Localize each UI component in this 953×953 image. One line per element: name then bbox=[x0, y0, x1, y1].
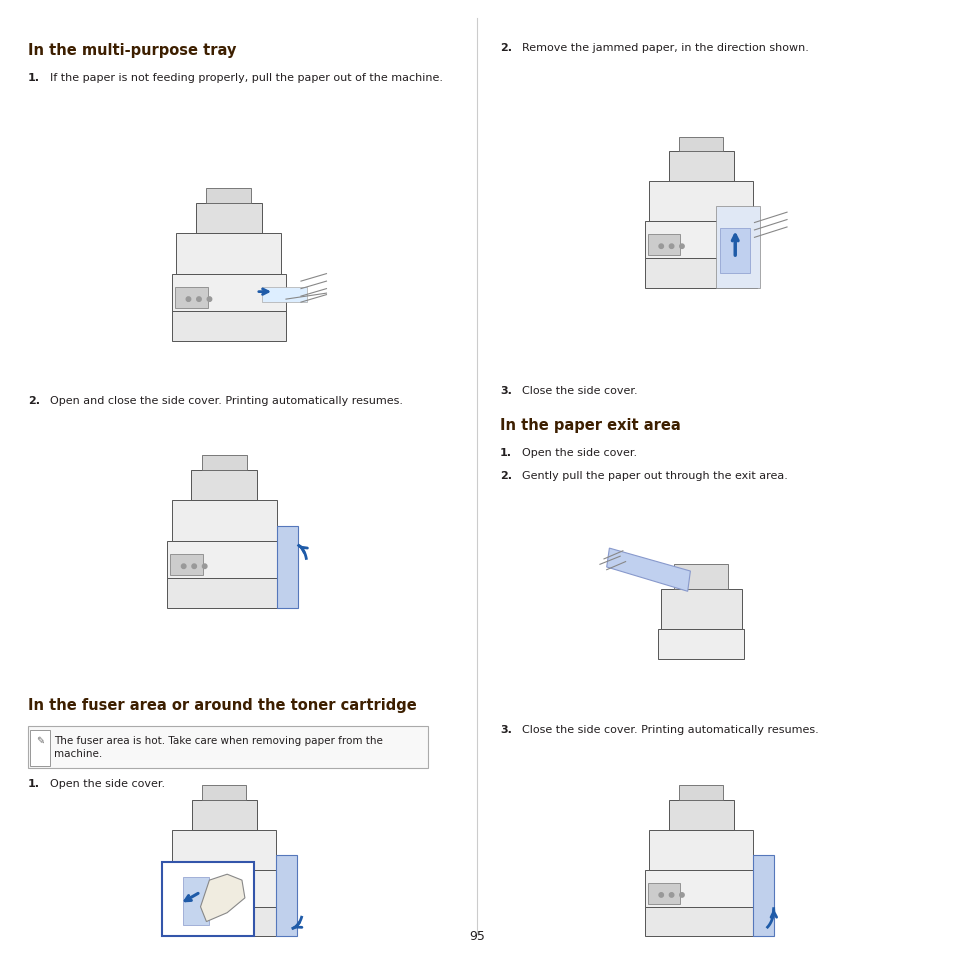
Text: In the fuser area or around the toner cartridge: In the fuser area or around the toner ca… bbox=[28, 698, 416, 713]
FancyBboxPatch shape bbox=[201, 456, 247, 471]
Text: If the paper is not feeding properly, pull the paper out of the machine.: If the paper is not feeding properly, pu… bbox=[50, 72, 442, 82]
Circle shape bbox=[679, 245, 683, 249]
Text: 1.: 1. bbox=[499, 448, 512, 457]
FancyBboxPatch shape bbox=[716, 207, 760, 289]
FancyBboxPatch shape bbox=[679, 137, 722, 152]
FancyBboxPatch shape bbox=[720, 230, 749, 274]
FancyBboxPatch shape bbox=[172, 830, 275, 870]
FancyBboxPatch shape bbox=[171, 883, 203, 903]
Text: 3.: 3. bbox=[499, 386, 512, 395]
Text: In the paper exit area: In the paper exit area bbox=[499, 417, 680, 433]
Text: Close the side cover. Printing automatically resumes.: Close the side cover. Printing automatic… bbox=[521, 724, 818, 734]
Text: The fuser area is hot. Take care when removing paper from the
machine.: The fuser area is hot. Take care when re… bbox=[54, 735, 382, 759]
FancyBboxPatch shape bbox=[28, 726, 428, 768]
FancyBboxPatch shape bbox=[170, 555, 203, 576]
Circle shape bbox=[192, 564, 196, 569]
FancyBboxPatch shape bbox=[658, 629, 743, 659]
Text: Open and close the side cover. Printing automatically resumes.: Open and close the side cover. Printing … bbox=[50, 395, 402, 405]
FancyBboxPatch shape bbox=[162, 862, 253, 937]
FancyBboxPatch shape bbox=[167, 578, 281, 609]
FancyBboxPatch shape bbox=[752, 855, 773, 937]
FancyBboxPatch shape bbox=[191, 471, 257, 500]
FancyBboxPatch shape bbox=[183, 878, 209, 924]
FancyBboxPatch shape bbox=[168, 907, 280, 937]
FancyBboxPatch shape bbox=[172, 274, 286, 312]
FancyBboxPatch shape bbox=[674, 565, 727, 589]
FancyBboxPatch shape bbox=[649, 182, 752, 222]
FancyBboxPatch shape bbox=[668, 801, 733, 830]
Polygon shape bbox=[200, 874, 245, 922]
Text: 1.: 1. bbox=[28, 779, 40, 788]
Text: Open the side cover.: Open the side cover. bbox=[521, 448, 637, 457]
Circle shape bbox=[207, 297, 212, 302]
FancyBboxPatch shape bbox=[644, 907, 757, 937]
Circle shape bbox=[181, 564, 186, 569]
FancyBboxPatch shape bbox=[172, 500, 276, 541]
FancyBboxPatch shape bbox=[206, 189, 252, 204]
Circle shape bbox=[193, 893, 196, 897]
FancyBboxPatch shape bbox=[172, 312, 286, 342]
Text: Open the side cover.: Open the side cover. bbox=[50, 779, 165, 788]
FancyBboxPatch shape bbox=[202, 785, 246, 801]
Circle shape bbox=[669, 893, 673, 897]
FancyBboxPatch shape bbox=[649, 830, 752, 870]
FancyBboxPatch shape bbox=[668, 152, 733, 182]
Text: 2.: 2. bbox=[499, 43, 512, 52]
Text: Remove the jammed paper, in the direction shown.: Remove the jammed paper, in the directio… bbox=[521, 43, 808, 52]
Text: In the multi-purpose tray: In the multi-purpose tray bbox=[28, 43, 236, 58]
FancyBboxPatch shape bbox=[168, 870, 280, 907]
Circle shape bbox=[186, 297, 191, 302]
FancyBboxPatch shape bbox=[176, 233, 281, 274]
FancyBboxPatch shape bbox=[167, 541, 281, 578]
FancyBboxPatch shape bbox=[174, 288, 208, 309]
FancyBboxPatch shape bbox=[644, 222, 757, 259]
Text: 2.: 2. bbox=[28, 395, 40, 405]
Text: 2.: 2. bbox=[499, 471, 512, 480]
Text: 95: 95 bbox=[469, 928, 484, 942]
Circle shape bbox=[679, 893, 683, 897]
Text: 3.: 3. bbox=[499, 724, 512, 734]
FancyBboxPatch shape bbox=[644, 259, 757, 289]
FancyBboxPatch shape bbox=[276, 526, 297, 609]
FancyBboxPatch shape bbox=[647, 883, 679, 903]
FancyBboxPatch shape bbox=[275, 855, 296, 937]
Circle shape bbox=[203, 893, 207, 897]
Text: ✎: ✎ bbox=[36, 735, 44, 745]
FancyBboxPatch shape bbox=[660, 589, 740, 629]
FancyBboxPatch shape bbox=[262, 288, 307, 303]
FancyBboxPatch shape bbox=[30, 730, 50, 766]
FancyBboxPatch shape bbox=[644, 870, 757, 907]
Circle shape bbox=[669, 245, 673, 249]
FancyBboxPatch shape bbox=[195, 204, 262, 233]
Circle shape bbox=[659, 893, 662, 897]
Circle shape bbox=[196, 297, 201, 302]
Circle shape bbox=[202, 564, 207, 569]
FancyBboxPatch shape bbox=[679, 785, 722, 801]
Text: 1.: 1. bbox=[28, 72, 40, 82]
FancyBboxPatch shape bbox=[647, 235, 679, 255]
Text: Close the side cover.: Close the side cover. bbox=[521, 386, 637, 395]
Polygon shape bbox=[606, 549, 690, 592]
Text: Gently pull the paper out through the exit area.: Gently pull the paper out through the ex… bbox=[521, 471, 787, 480]
FancyBboxPatch shape bbox=[192, 801, 256, 830]
Circle shape bbox=[182, 893, 186, 897]
Circle shape bbox=[659, 245, 662, 249]
